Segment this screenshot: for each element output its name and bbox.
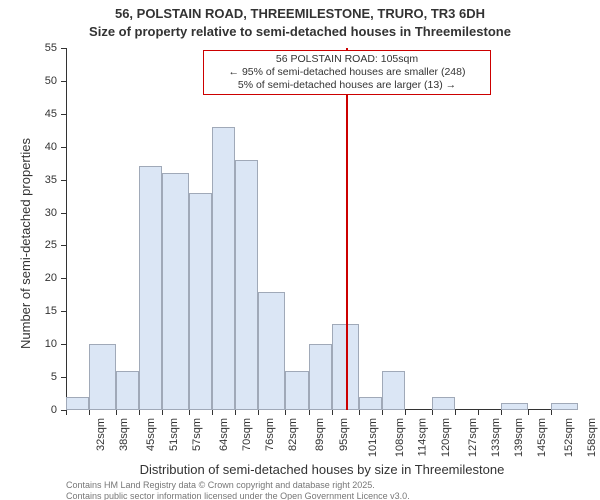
x-tick-mark	[478, 410, 479, 415]
histogram-bar	[258, 292, 285, 410]
x-tick-mark	[189, 410, 190, 415]
x-tick-mark	[501, 410, 502, 415]
histogram-bar	[551, 403, 578, 410]
annotation-line1: 56 POLSTAIN ROAD: 105sqm	[208, 53, 486, 66]
y-tick-mark	[61, 114, 66, 115]
x-tick-mark	[89, 410, 90, 415]
y-tick-mark	[61, 48, 66, 49]
annotation-line3: 5% of semi-detached houses are larger (1…	[208, 79, 486, 92]
plot-area: 051015202530354045505532sqm38sqm45sqm51s…	[66, 48, 578, 410]
y-tick-label: 25	[33, 239, 57, 251]
x-tick-label: 127sqm	[467, 418, 479, 457]
x-tick-mark	[139, 410, 140, 415]
x-tick-mark	[162, 410, 163, 415]
x-tick-label: 114sqm	[416, 418, 428, 456]
footer-line2: Contains public sector information licen…	[66, 491, 410, 500]
y-tick-label: 0	[33, 404, 57, 416]
histogram-bar	[116, 371, 139, 410]
y-tick-label: 5	[33, 371, 57, 383]
x-tick-label: 64sqm	[218, 418, 230, 451]
x-tick-mark	[235, 410, 236, 415]
y-tick-mark	[61, 213, 66, 214]
x-tick-label: 95sqm	[338, 418, 350, 451]
x-tick-mark	[405, 410, 406, 415]
histogram-bar	[189, 193, 212, 410]
histogram-bar	[139, 166, 162, 410]
x-tick-label: 89sqm	[314, 418, 326, 451]
x-tick-mark	[455, 410, 456, 415]
histogram-bar	[359, 397, 382, 410]
histogram-bar	[162, 173, 189, 410]
y-tick-label: 15	[33, 305, 57, 317]
histogram-bar	[235, 160, 258, 410]
y-tick-label: 40	[33, 141, 57, 153]
y-tick-mark	[61, 377, 66, 378]
x-tick-label: 108sqm	[394, 418, 406, 457]
x-tick-label: 158sqm	[586, 418, 598, 457]
x-tick-mark	[432, 410, 433, 415]
y-tick-label: 45	[33, 108, 57, 120]
y-tick-mark	[61, 278, 66, 279]
y-tick-mark	[61, 245, 66, 246]
histogram-bar	[212, 127, 235, 410]
y-tick-label: 55	[33, 42, 57, 54]
histogram-bar	[285, 371, 308, 410]
y-tick-label: 50	[33, 75, 57, 87]
y-tick-mark	[61, 180, 66, 181]
histogram-bar	[382, 371, 405, 410]
y-tick-label: 30	[33, 207, 57, 219]
y-tick-label: 10	[33, 338, 57, 350]
x-tick-mark	[382, 410, 383, 415]
x-tick-label: 57sqm	[191, 418, 203, 451]
x-tick-label: 82sqm	[288, 418, 300, 451]
x-tick-label: 38sqm	[118, 418, 130, 451]
x-tick-label: 70sqm	[241, 418, 253, 451]
histogram-bar	[66, 397, 89, 410]
x-tick-label: 145sqm	[536, 418, 548, 457]
x-tick-label: 76sqm	[264, 418, 276, 451]
x-tick-mark	[116, 410, 117, 415]
reference-line	[346, 48, 348, 410]
x-tick-label: 51sqm	[168, 418, 180, 451]
histogram-bar	[89, 344, 116, 410]
x-tick-mark	[359, 410, 360, 415]
x-tick-label: 152sqm	[563, 418, 575, 457]
x-tick-mark	[258, 410, 259, 415]
x-tick-mark	[285, 410, 286, 415]
x-tick-mark	[332, 410, 333, 415]
x-tick-label: 120sqm	[440, 418, 452, 457]
y-tick-mark	[61, 311, 66, 312]
y-axis-line	[66, 48, 67, 410]
histogram-bar	[309, 344, 332, 410]
y-tick-mark	[61, 147, 66, 148]
y-tick-label: 20	[33, 272, 57, 284]
x-tick-mark	[528, 410, 529, 415]
histogram-bar	[432, 397, 455, 410]
annotation-box: 56 POLSTAIN ROAD: 105sqm← 95% of semi-de…	[203, 50, 491, 95]
x-tick-mark	[66, 410, 67, 415]
y-tick-mark	[61, 344, 66, 345]
footer-line1: Contains HM Land Registry data © Crown c…	[66, 480, 410, 491]
x-tick-label: 133sqm	[490, 418, 502, 457]
histogram-bar	[501, 403, 528, 410]
annotation-line2: ← 95% of semi-detached houses are smalle…	[208, 66, 486, 79]
x-tick-label: 32sqm	[95, 418, 107, 451]
x-tick-label: 45sqm	[145, 418, 157, 451]
footer-attribution: Contains HM Land Registry data © Crown c…	[66, 480, 410, 500]
x-tick-label: 101sqm	[367, 418, 379, 457]
y-tick-label: 35	[33, 174, 57, 186]
x-tick-mark	[551, 410, 552, 415]
x-axis-title: Distribution of semi-detached houses by …	[66, 462, 578, 477]
y-tick-mark	[61, 81, 66, 82]
x-tick-label: 139sqm	[513, 418, 525, 457]
y-axis-title: Number of semi-detached properties	[18, 138, 33, 349]
chart-title-line1: 56, POLSTAIN ROAD, THREEMILESTONE, TRURO…	[0, 6, 600, 21]
x-tick-mark	[212, 410, 213, 415]
chart-title-line2: Size of property relative to semi-detach…	[0, 24, 600, 39]
x-tick-mark	[309, 410, 310, 415]
